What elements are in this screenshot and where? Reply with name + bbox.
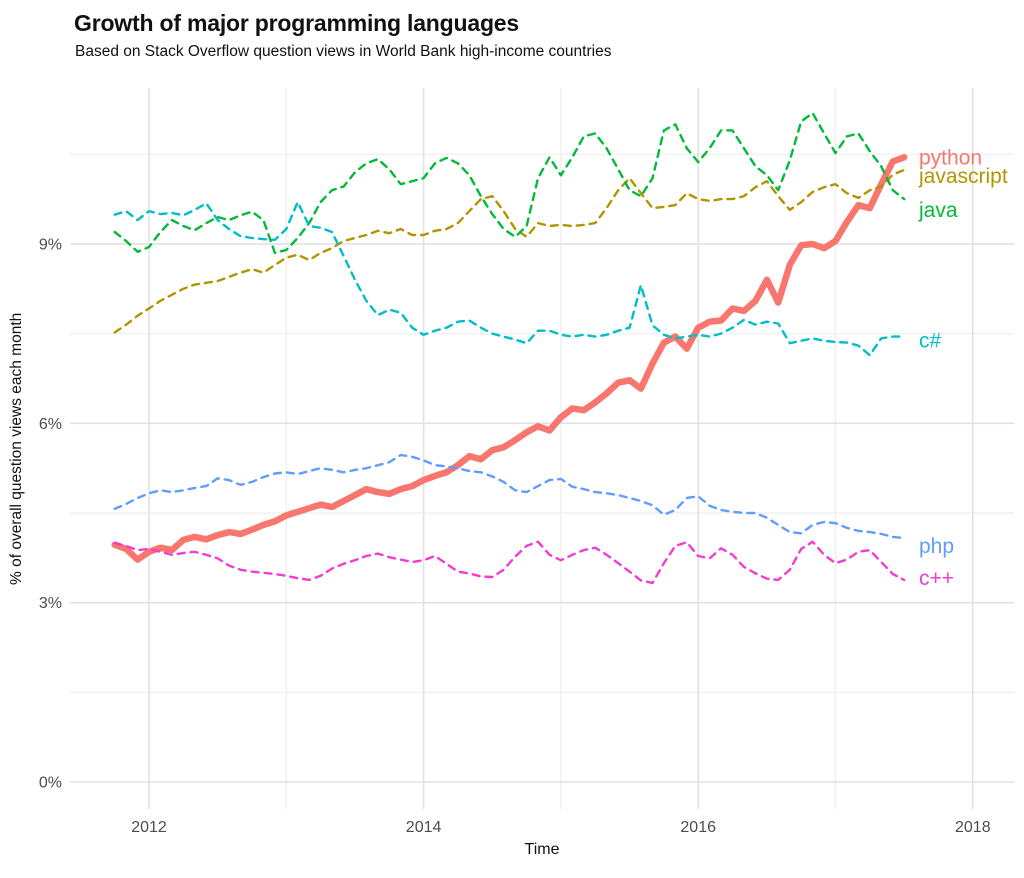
y-tick-labels: 0% 3% 6% 9% [39, 236, 62, 791]
series-label-c++: c++ [919, 567, 954, 590]
series-line-c++ [113, 540, 906, 585]
y-tick-6%: 6% [39, 416, 62, 433]
series-label-java: java [918, 199, 958, 222]
x-tick-labels: 2012 2014 2016 2018 [131, 819, 990, 836]
chart-subtitle: Based on Stack Overflow question views i… [75, 43, 612, 60]
x-tick-2018: 2018 [955, 819, 991, 836]
major-gridlines [70, 88, 1014, 809]
series-line-php [113, 453, 906, 540]
series-label-php: php [919, 535, 954, 558]
series-lines [111, 111, 908, 585]
y-tick-3%: 3% [39, 595, 62, 612]
x-tick-2014: 2014 [406, 819, 442, 836]
series-line-python [111, 154, 908, 563]
series-line-c# [113, 200, 906, 357]
chart-title: Growth of major programming languages [74, 10, 519, 36]
minor-gridlines [70, 88, 1014, 809]
y-tick-9%: 9% [39, 236, 62, 253]
series-label-python: python [919, 146, 982, 169]
x-tick-2012: 2012 [131, 819, 167, 836]
x-tick-2016: 2016 [680, 819, 716, 836]
series-label-c#: c# [919, 330, 942, 353]
y-tick-0%: 0% [39, 775, 62, 792]
series-line-javascript [113, 168, 906, 334]
series-line-java [113, 111, 906, 255]
series-label-javascript: javascript [918, 165, 1008, 188]
x-axis-title: Time [524, 841, 560, 858]
